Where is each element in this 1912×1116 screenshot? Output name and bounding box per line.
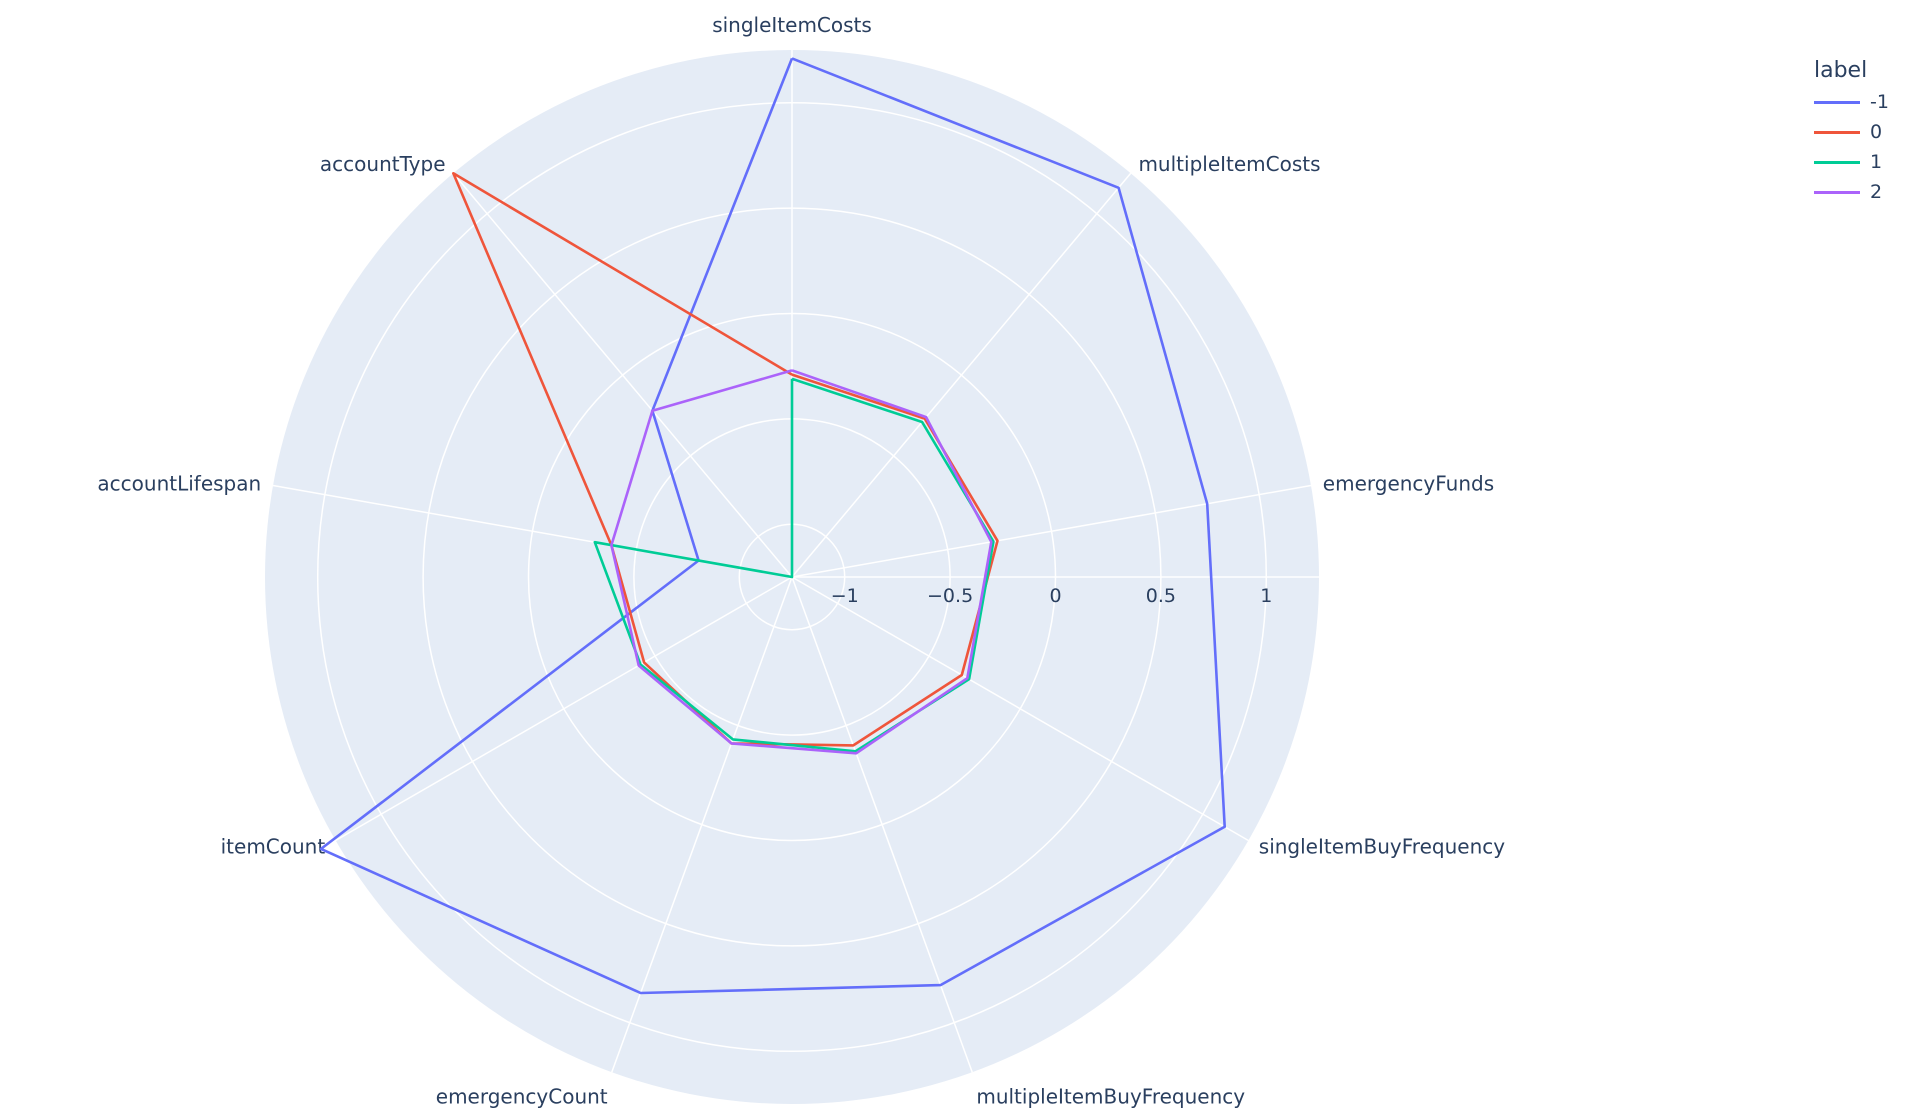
legend-label: 2 — [1870, 181, 1883, 203]
category-label: itemCount — [221, 835, 326, 859]
legend-items: -1 0 1 2 — [1814, 87, 1889, 207]
angular-gridline — [791, 576, 1249, 842]
angular-gridline — [452, 172, 793, 578]
radial-tick-label: 0.5 — [1146, 585, 1176, 607]
legend: label -1 0 1 2 — [1814, 58, 1889, 207]
category-label: accountType — [320, 152, 446, 176]
legend-swatch — [1814, 100, 1860, 104]
angular-gridline — [335, 576, 793, 842]
legend-swatch — [1814, 160, 1860, 164]
series-trace-2 — [610, 369, 993, 755]
legend-item[interactable]: 1 — [1814, 147, 1889, 177]
legend-title: label — [1814, 58, 1868, 83]
legend-item[interactable]: 2 — [1814, 177, 1889, 207]
category-label: singleItemCosts — [712, 13, 872, 37]
legend-item[interactable]: -1 — [1814, 87, 1889, 117]
category-label: accountLifespan — [97, 471, 261, 495]
category-label: emergencyCount — [436, 1084, 608, 1108]
category-label: multipleItemBuyFrequency — [976, 1084, 1245, 1108]
legend-label: 0 — [1870, 121, 1883, 143]
legend-label: 1 — [1870, 151, 1883, 173]
legend-swatch — [1814, 190, 1860, 194]
radial-tick-label: −1 — [831, 585, 859, 607]
series-trace--1 — [319, 57, 1226, 995]
radial-tick-label: −0.5 — [927, 585, 973, 607]
category-label: singleItemBuyFrequency — [1259, 835, 1505, 859]
series-trace-1 — [593, 377, 995, 753]
angular-gridline — [791, 576, 973, 1073]
angular-gridline — [791, 172, 1132, 578]
angular-gridline — [791, 484, 1312, 578]
angular-gridline — [611, 576, 793, 1073]
legend-label: -1 — [1870, 91, 1889, 113]
category-label: multipleItemCosts — [1138, 152, 1320, 176]
category-label: emergencyFunds — [1323, 471, 1494, 495]
legend-swatch — [1814, 130, 1860, 134]
radial-tick-label: 1 — [1260, 585, 1272, 607]
radial-tick-label: 0 — [1049, 585, 1061, 607]
legend-item[interactable]: 0 — [1814, 117, 1889, 147]
